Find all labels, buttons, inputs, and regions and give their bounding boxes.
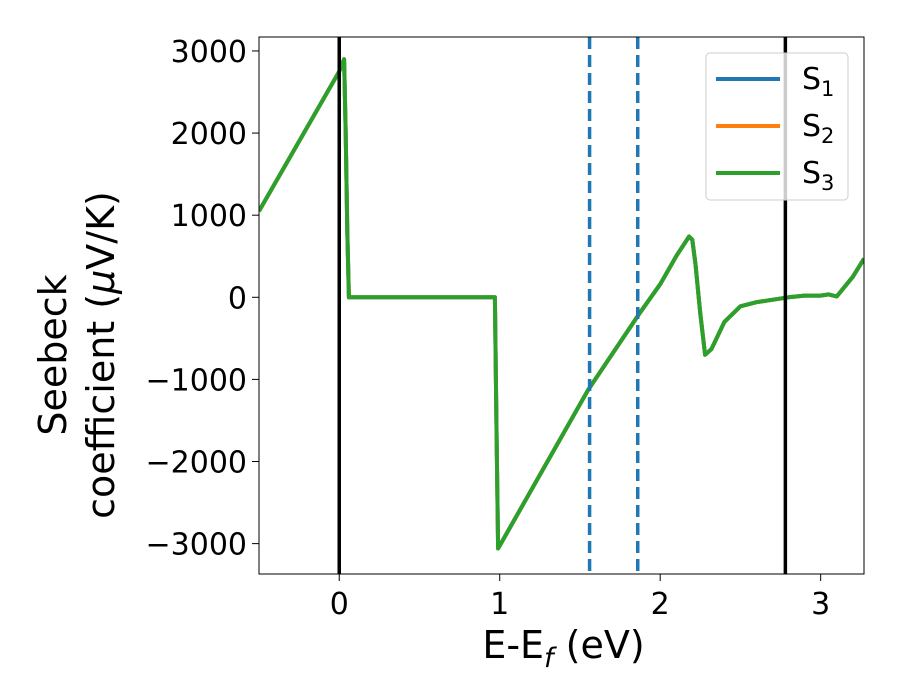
x-tick-label: 3 xyxy=(811,587,830,622)
y-axis-label-line-1: Seebeck xyxy=(31,274,75,435)
y-axis-label-unit: V/K) xyxy=(79,191,123,270)
x-tick-label: 2 xyxy=(651,587,670,622)
x-axis-label-unit: (eV) xyxy=(554,623,645,667)
y-tick-label: 0 xyxy=(228,281,247,316)
legend: S1 S2 S3 xyxy=(705,52,849,201)
plot-frame xyxy=(258,36,865,575)
y-axis-label-text: coefficient ( xyxy=(79,294,123,519)
y-axis-label-line-2: coefficient (μV/K) xyxy=(79,191,123,519)
x-axis-ticks: 0 1 2 3 xyxy=(330,574,830,622)
legend-label-2: S2 xyxy=(802,109,834,148)
y-axis-label: Seebeck coefficient (μV/K) xyxy=(31,191,123,519)
y-tick-label: −3000 xyxy=(146,528,247,563)
x-axis-label: E-Ef (eV) xyxy=(482,623,644,674)
legend-label-3: S3 xyxy=(802,156,834,195)
y-tick-label: 2000 xyxy=(171,117,247,152)
legend-label-1: S1 xyxy=(802,62,834,101)
y-tick-label: −1000 xyxy=(146,363,247,398)
y-axis-label-mu: μ xyxy=(79,270,123,295)
y-tick-label: −2000 xyxy=(146,446,247,481)
y-tick-label: 3000 xyxy=(171,35,247,70)
series-line-3 xyxy=(259,57,864,551)
x-axis-label-main: E-E xyxy=(482,623,544,667)
y-tick-label: 1000 xyxy=(171,199,247,234)
y-axis-ticks: −3000 −2000 −1000 0 1000 2000 3000 xyxy=(146,35,259,563)
x-tick-label: 0 xyxy=(330,587,349,622)
x-tick-label: 1 xyxy=(490,587,509,622)
